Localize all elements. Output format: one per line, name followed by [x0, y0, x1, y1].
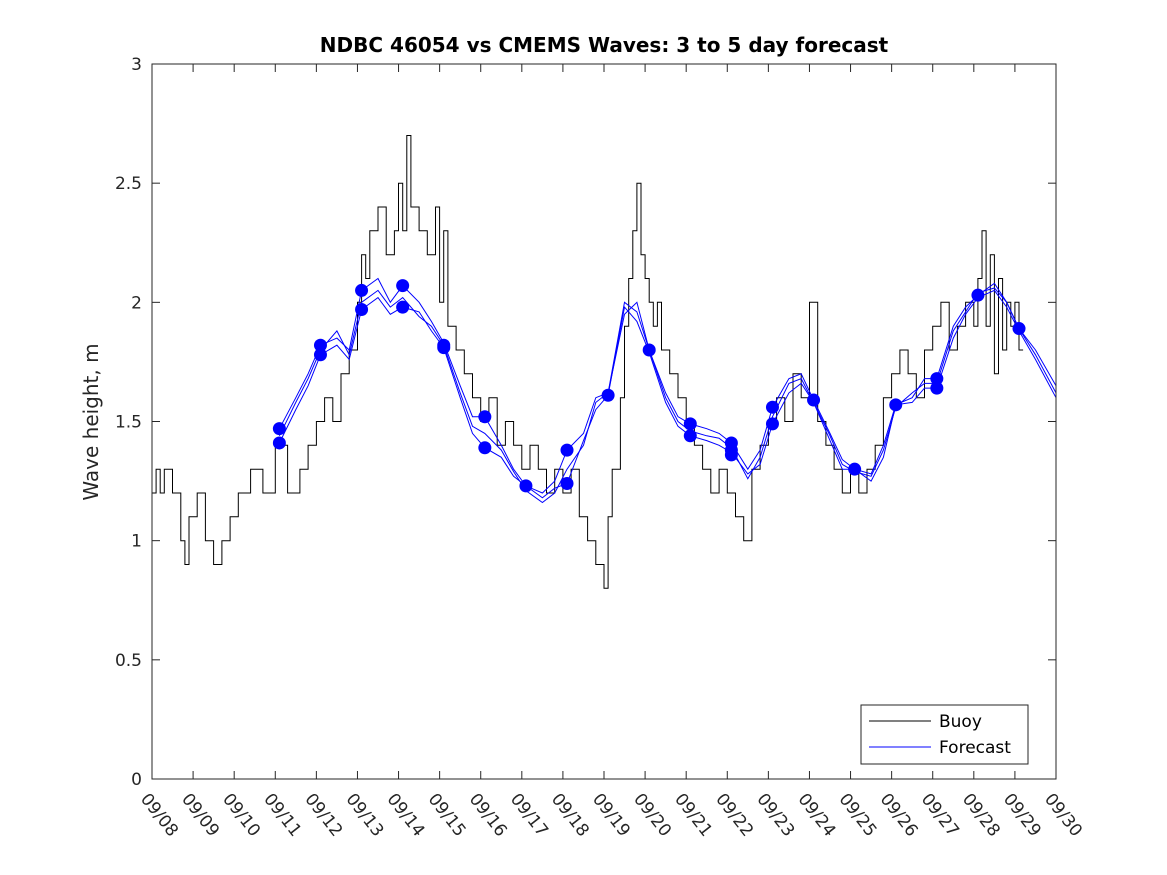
legend-label-buoy: Buoy [939, 712, 982, 732]
forecast-marker [642, 343, 656, 357]
forecast-marker [889, 398, 903, 412]
legend-box [860, 704, 1029, 765]
forecast-marker [396, 300, 410, 314]
forecast-marker [683, 429, 697, 443]
forecast-marker [971, 288, 985, 302]
forecast-marker [478, 410, 492, 424]
y-tick-label: 1 [131, 532, 142, 552]
forecast-marker [355, 302, 369, 316]
forecast-line [278, 277, 1057, 494]
forecast-marker [848, 462, 862, 476]
forecast-marker [478, 441, 492, 455]
y-tick-label: 3 [131, 55, 142, 75]
forecast-marker [807, 393, 821, 407]
forecast-marker [930, 372, 944, 386]
forecast-marker [601, 388, 615, 402]
forecast-marker [765, 417, 779, 431]
forecast-marker [519, 479, 533, 493]
plot-area [152, 64, 1056, 779]
y-tick-label: 0.5 [115, 651, 142, 671]
legend-label-forecast: Forecast [939, 738, 1011, 758]
forecast-marker [724, 448, 738, 462]
forecast-marker [272, 422, 286, 436]
forecast-marker [1012, 322, 1026, 336]
forecast-marker [437, 341, 451, 355]
y-tick-label: 2 [131, 293, 142, 313]
forecast-marker [272, 436, 286, 450]
legend: Buoy Forecast [860, 704, 1029, 765]
forecast-marker [313, 338, 327, 352]
y-tick-label: 2.5 [115, 174, 142, 194]
y-tick-label: 1.5 [115, 413, 142, 433]
forecast-marker [560, 476, 574, 490]
forecast-marker [683, 417, 697, 431]
y-tick-label: 0 [131, 770, 142, 790]
forecast-marker [560, 443, 574, 457]
forecast-marker [355, 283, 369, 297]
y-axis-label: Wave height, m [79, 343, 103, 500]
chart-title: NDBC 46054 vs CMEMS Waves: 3 to 5 day fo… [320, 33, 889, 57]
series-layer [152, 135, 1057, 589]
forecast-marker [396, 279, 410, 293]
forecast-marker [930, 381, 944, 395]
buoy-line [152, 135, 1024, 589]
forecast-marker [313, 348, 327, 362]
forecast-marker [765, 400, 779, 414]
